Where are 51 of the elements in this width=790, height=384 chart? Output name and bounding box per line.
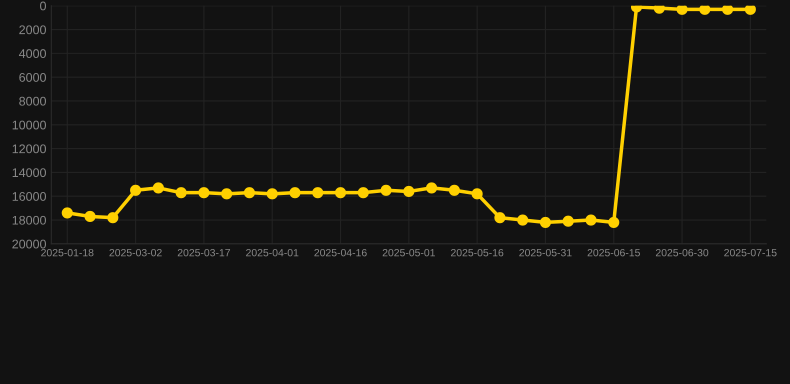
- point: [130, 184, 142, 196]
- point: [334, 187, 346, 198]
- y-tick-label: 0: [40, 2, 46, 10]
- point: [562, 216, 574, 227]
- point: [585, 214, 597, 226]
- point: [517, 214, 528, 226]
- point: [62, 207, 73, 218]
- y-tick-label: 2000: [19, 25, 46, 34]
- y-tick-label: 8000: [19, 96, 46, 106]
- x-tick-label: 2025-06-30: [656, 248, 708, 256]
- point: [472, 188, 483, 200]
- point: [289, 187, 301, 198]
- point: [403, 186, 414, 198]
- point: [699, 6, 710, 15]
- x-tick-label: 2025-01-18: [41, 248, 94, 256]
- x-tick-label: 2025-05-16: [451, 248, 504, 256]
- point: [380, 184, 392, 196]
- y-tick-label: 16000: [12, 192, 46, 201]
- point: [176, 187, 187, 198]
- point: [448, 184, 460, 196]
- y-tick-label: 10000: [12, 120, 46, 130]
- y-tick-label: 20000: [12, 240, 46, 248]
- x-tick-label: 2025-05-31: [519, 248, 572, 256]
- point: [221, 188, 232, 200]
- x-tick-label: 2025-03-17: [178, 248, 230, 256]
- point: [608, 216, 620, 228]
- point: [312, 187, 324, 198]
- x-tick-label: 2025-05-01: [382, 248, 435, 256]
- point: [676, 6, 688, 15]
- point: [358, 187, 369, 198]
- y-tick-label: 12000: [12, 144, 46, 154]
- x-tick-label: 2025-07-15: [724, 248, 777, 256]
- x-tick-label: 2025-06-15: [588, 248, 640, 256]
- point: [426, 182, 438, 194]
- point: [84, 210, 96, 222]
- y-tick-label: 14000: [12, 168, 46, 178]
- point: [722, 6, 734, 15]
- point: [198, 187, 210, 198]
- y-tick-label: 18000: [12, 216, 46, 225]
- x-tick-label: 2025-03-02: [109, 248, 162, 256]
- point: [152, 182, 164, 194]
- point: [744, 6, 756, 15]
- point: [244, 187, 255, 198]
- point: [107, 212, 118, 224]
- y-tick-label: 6000: [19, 72, 46, 82]
- x-tick-label: 2025-04-01: [246, 248, 298, 256]
- x-tick-label: 2025-04-16: [314, 248, 367, 256]
- point: [494, 212, 506, 224]
- point: [266, 188, 278, 200]
- y-tick-label: 4000: [18, 49, 46, 58]
- point: [540, 216, 551, 228]
